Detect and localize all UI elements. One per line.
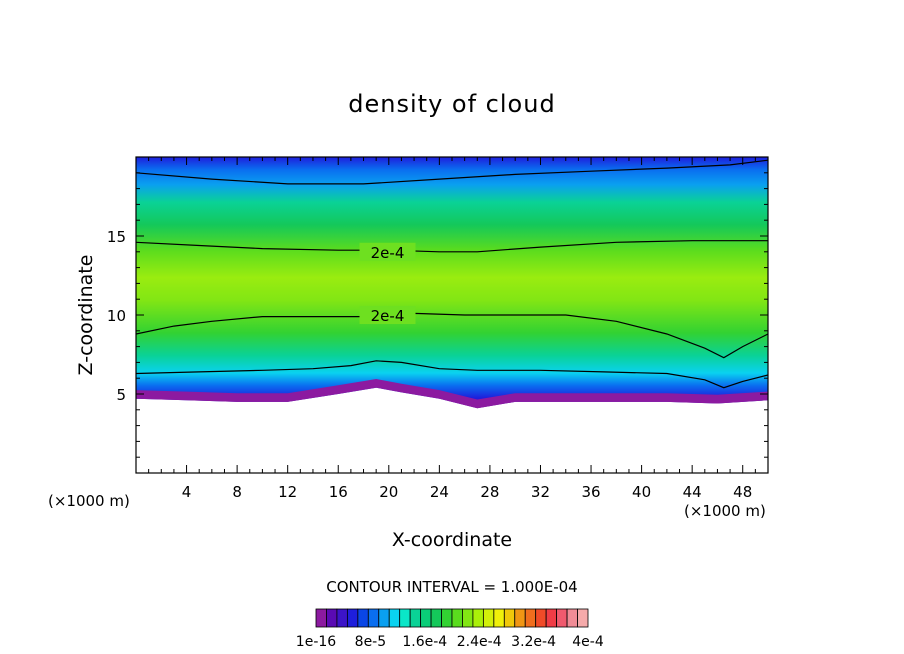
contour-label: 2e-4 <box>371 244 405 262</box>
colorbar-label: 3.2e-4 <box>511 634 556 650</box>
x-tick-label: 16 <box>329 483 348 501</box>
colorbar-swatch <box>503 608 516 628</box>
colorbar-label: 1e-16 <box>296 634 336 650</box>
contour-line <box>136 159 768 185</box>
x-axis-label: X-coordinate <box>392 529 512 551</box>
colorbar-label: 8e-5 <box>355 634 386 650</box>
contour-lines <box>136 159 768 389</box>
contour-line <box>136 240 768 253</box>
colorbar-labels: 1e-16 8e-5 1.6e-4 2.4e-4 3.2e-4 4e-4 <box>296 634 604 650</box>
contour-interval-text: CONTOUR INTERVAL = 1.000E-04 <box>326 578 577 596</box>
colorbar-swatch <box>577 608 589 628</box>
contour-line <box>136 312 768 359</box>
y-axis-ticks: 5 10 15 <box>107 156 768 474</box>
colorbar <box>315 608 589 628</box>
colorbar-swatch <box>535 608 547 628</box>
colorbar-swatch <box>566 608 578 628</box>
contour-line <box>136 360 768 389</box>
colorbar-swatch <box>524 608 537 628</box>
plot-area: 2e-4 2e-4 <box>136 157 768 473</box>
y-axis-label: Z-coordinate <box>75 255 97 376</box>
x-axis-ticks: 4 8 12 16 20 24 28 32 36 40 44 48 <box>135 157 769 501</box>
colorbar-swatch <box>399 608 411 628</box>
contour-labels: 2e-4 2e-4 <box>359 242 416 325</box>
colorbar-label: 2.4e-4 <box>457 634 502 650</box>
y-tick-label: 10 <box>107 307 126 325</box>
x-tick-label: 28 <box>480 483 499 501</box>
colorbar-swatch <box>388 608 401 628</box>
colorbar-label: 4e-4 <box>572 634 604 650</box>
x-tick-label: 40 <box>632 483 651 501</box>
x-tick-label: 20 <box>379 483 398 501</box>
colorbar-swatch <box>409 608 422 628</box>
x-tick-label: 12 <box>278 483 297 501</box>
cloud-base-band <box>136 379 768 409</box>
x-unit-left: (×1000 m) <box>48 492 130 510</box>
x-tick-label: 48 <box>733 483 752 501</box>
colorbar-swatch <box>545 608 558 628</box>
colorbar-label: 1.6e-4 <box>402 634 447 650</box>
colorbar-swatch <box>514 608 526 628</box>
contour-label-bg <box>359 306 416 324</box>
contour-label-bg <box>359 242 416 261</box>
colorbar-swatch <box>441 608 453 628</box>
colorbar-swatch <box>346 608 359 628</box>
colorbar-swatch <box>336 608 348 628</box>
colorbar-swatch <box>556 608 568 628</box>
x-tick-label: 24 <box>430 483 449 501</box>
colorbar-swatch <box>315 608 327 628</box>
x-tick-label: 36 <box>581 483 600 501</box>
y-tick-label: 5 <box>116 386 126 404</box>
colorbar-swatch <box>472 608 484 628</box>
x-unit-right: (×1000 m) <box>684 502 766 520</box>
contour-label: 2e-4 <box>371 307 405 325</box>
colorbar-swatch <box>326 608 338 628</box>
colorbar-swatch <box>378 608 390 628</box>
colorbar-swatch <box>420 608 432 628</box>
x-tick-label: 8 <box>232 483 242 501</box>
colorbar-swatch <box>367 608 380 628</box>
chart-title: density of cloud <box>348 90 555 118</box>
x-tick-label: 4 <box>182 483 192 501</box>
y-tick-label: 15 <box>107 228 126 246</box>
colorbar-swatch <box>430 608 442 628</box>
x-tick-label: 32 <box>531 483 550 501</box>
colorbar-swatch <box>462 608 474 628</box>
cloud-density-field <box>136 157 768 409</box>
colorbar-swatch <box>451 608 463 628</box>
colorbar-swatch <box>493 608 505 628</box>
colorbar-swatch <box>482 608 495 628</box>
colorbar-swatch <box>357 608 369 628</box>
x-tick-label: 44 <box>683 483 702 501</box>
